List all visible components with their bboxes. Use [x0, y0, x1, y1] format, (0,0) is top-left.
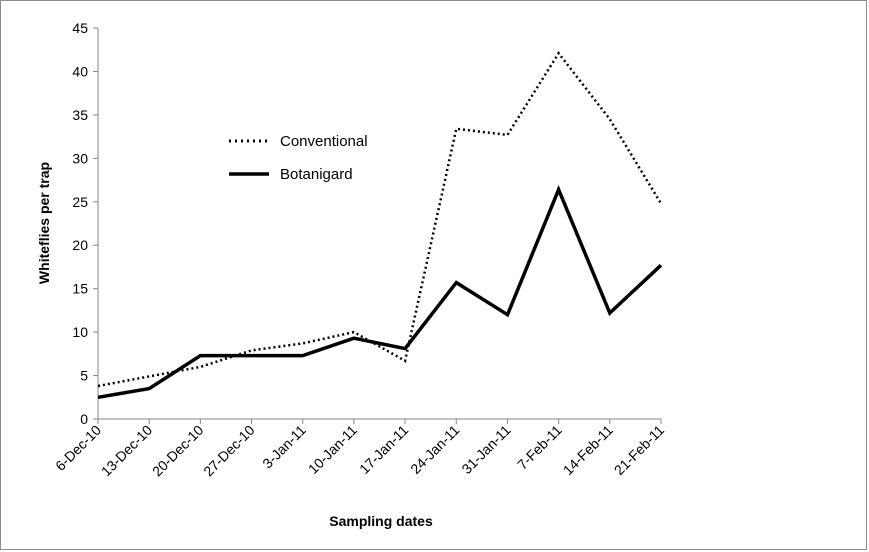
y-tick-label: 0: [80, 411, 88, 427]
y-tick-label: 20: [72, 237, 88, 253]
y-tick-label: 10: [72, 324, 88, 340]
y-tick-label: 25: [72, 194, 88, 210]
x-tick-label: 27-Dec-10: [200, 422, 258, 480]
x-tick-label: 13-Dec-10: [98, 422, 156, 480]
x-tick-label: 6-Dec-10: [52, 422, 104, 474]
legend-label-conventional: Conventional: [280, 133, 368, 150]
x-tick-label: 21-Feb-11: [611, 422, 667, 478]
x-tick-label: 24-Jan-11: [407, 422, 462, 477]
y-tick-label: 15: [72, 281, 88, 297]
series-lines: [97, 51, 663, 400]
x-tick-label: 10-Jan-11: [305, 422, 360, 477]
series-line-conventional: [97, 51, 663, 388]
series-line-botanigard: [97, 185, 663, 400]
y-tick-label: 40: [72, 63, 88, 79]
x-tick-label: 20-Dec-10: [149, 422, 207, 480]
x-tick-label: 31-Jan-11: [458, 422, 513, 477]
y-tick-label: 30: [72, 150, 88, 166]
x-axis-title: Sampling dates: [329, 513, 433, 529]
y-tick-label: 5: [80, 368, 88, 384]
x-tick-label: 3-Jan-11: [259, 422, 309, 472]
x-tick-label: 14-Feb-11: [560, 422, 616, 478]
x-tick-label: 7-Feb-11: [514, 422, 565, 473]
y-axis-title: Whiteflies per trap: [36, 162, 52, 284]
y-tick-label: 35: [72, 107, 88, 123]
x-tick-label: 17-Jan-11: [356, 422, 411, 477]
legend-label-botanigard: Botanigard: [280, 166, 353, 183]
y-tick-label: 45: [72, 20, 88, 36]
y-axis: 0 5 10 15 20 25 30 35 40 45: [72, 20, 99, 427]
legend: Conventional Botanigard: [229, 133, 368, 183]
